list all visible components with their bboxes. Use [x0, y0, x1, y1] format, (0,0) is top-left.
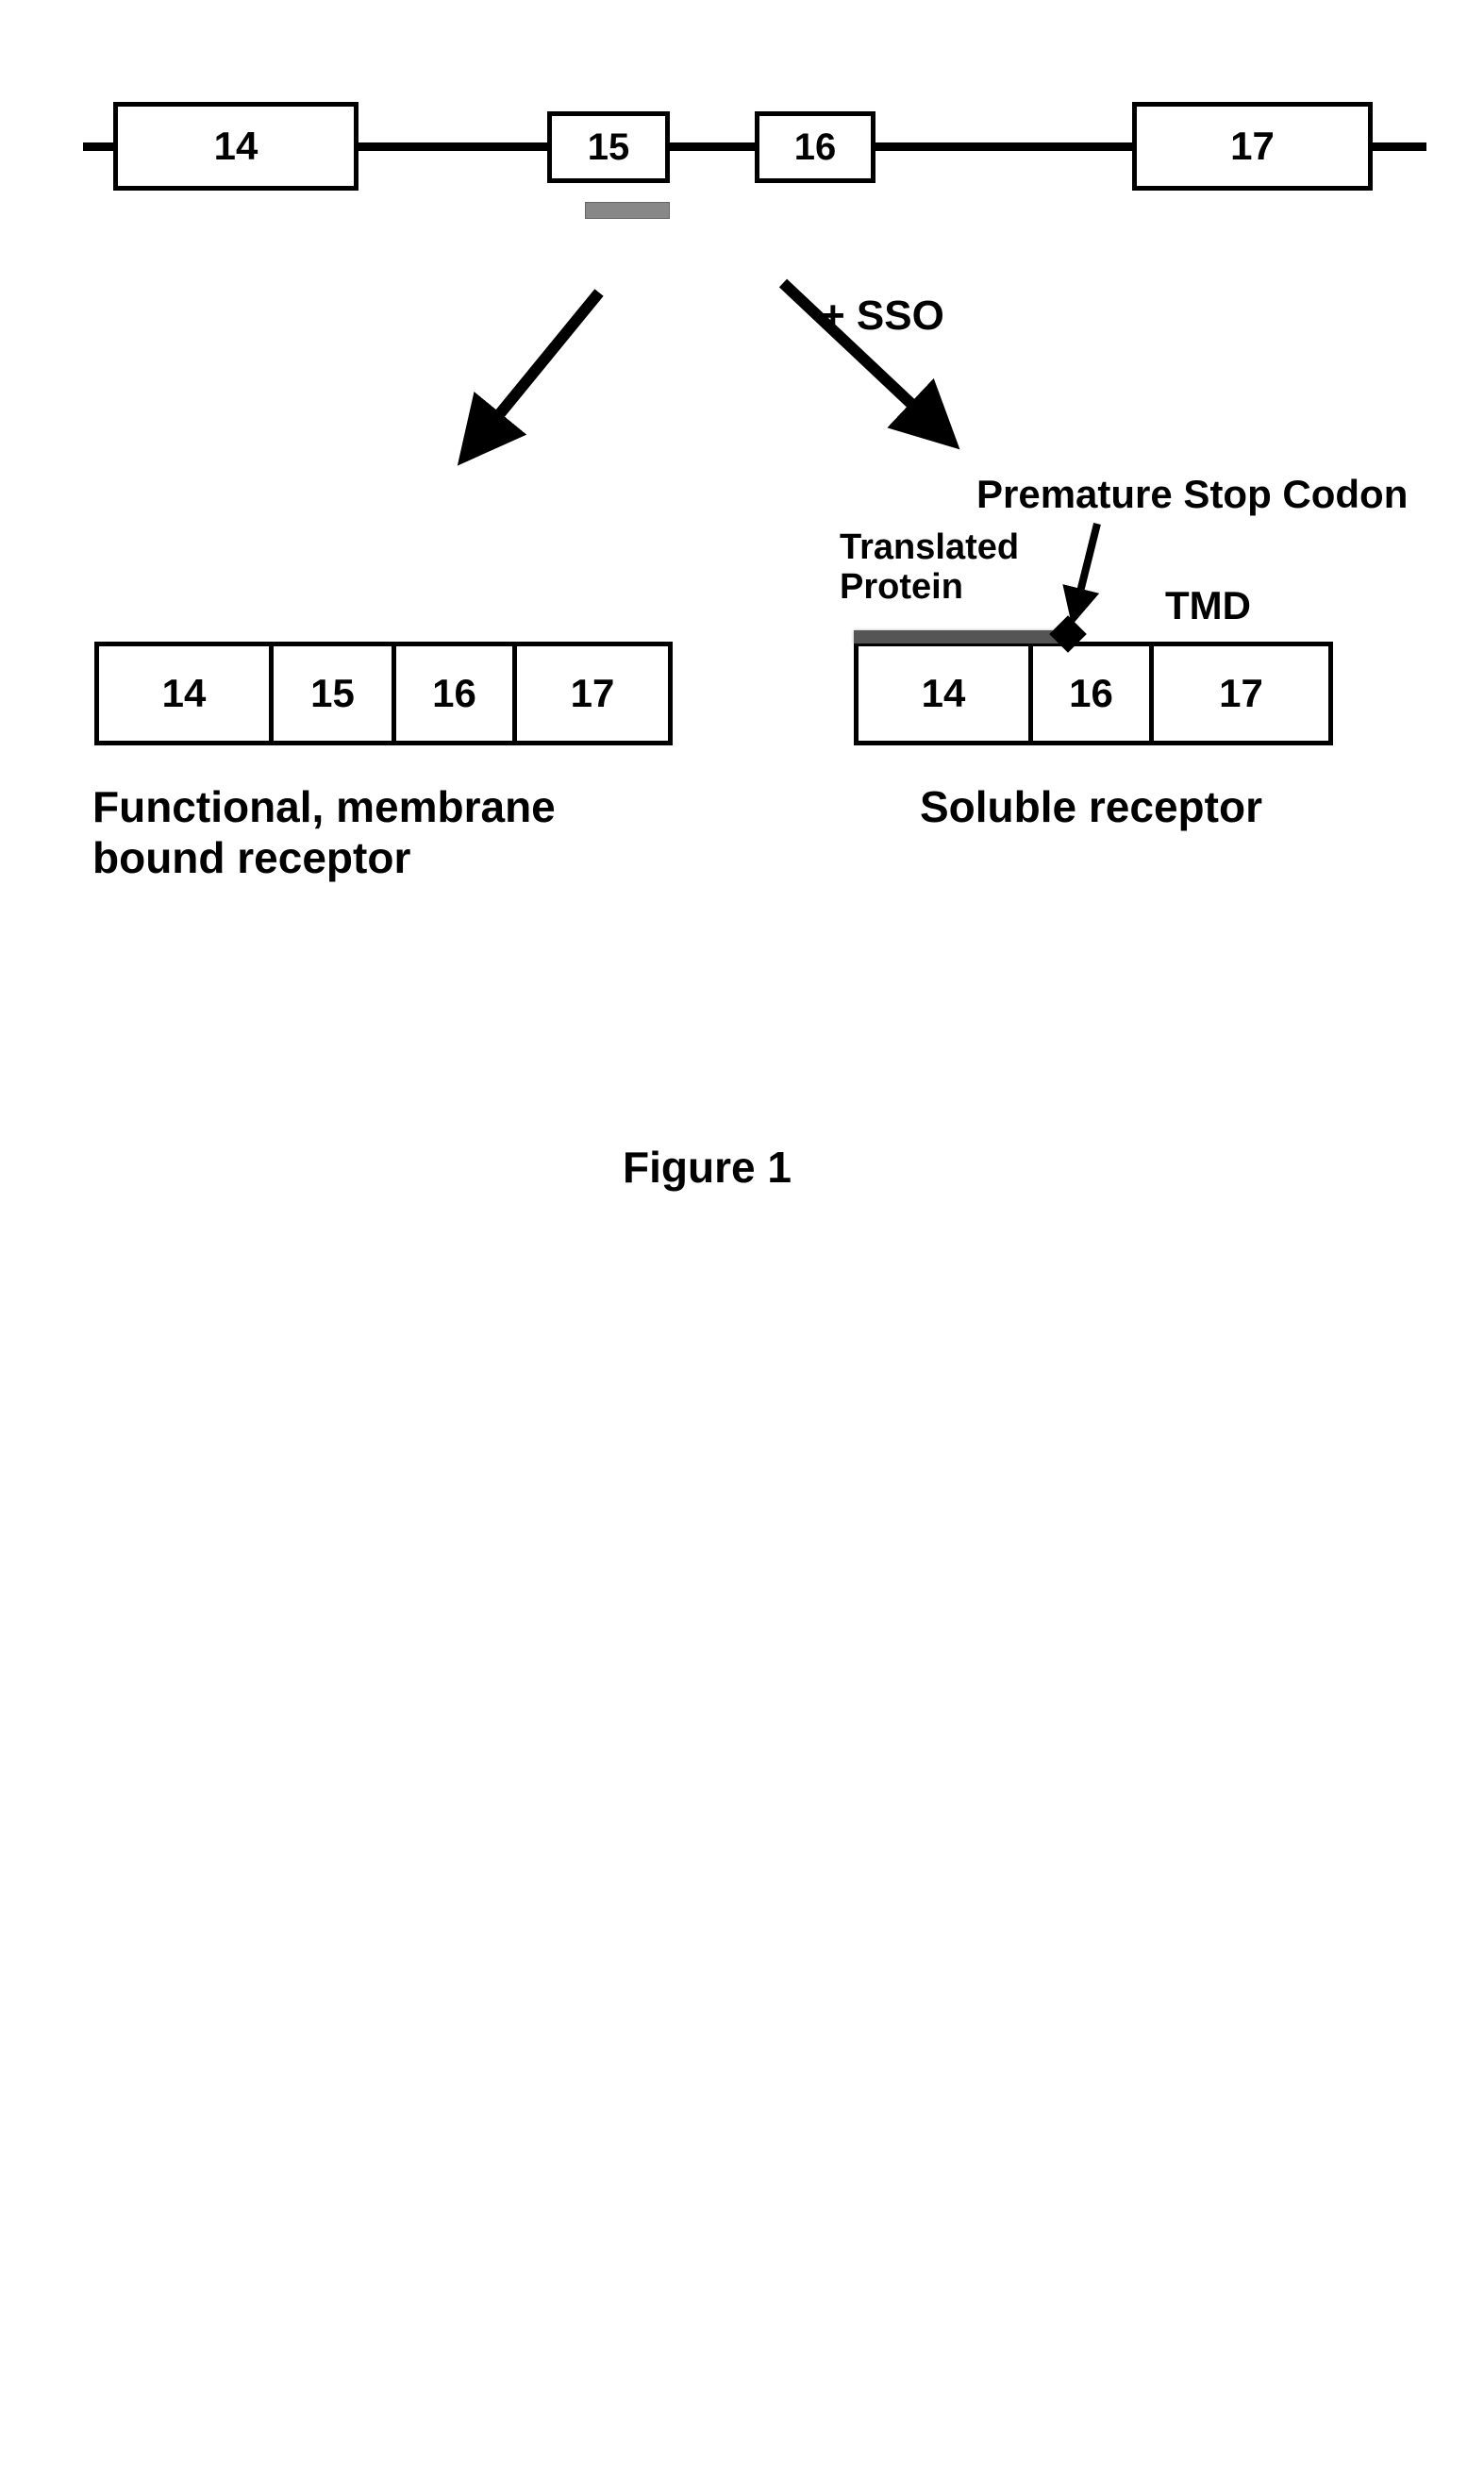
intron-line-3: [875, 142, 1132, 151]
sso-label: + SSO: [821, 293, 944, 340]
stop-codon-pointer: [0, 0, 1484, 2474]
exon-label: 16: [794, 126, 837, 169]
exon-label: 14: [922, 671, 966, 716]
exon-label: 14: [162, 671, 207, 716]
intron-line-start: [83, 142, 113, 151]
exon-label: 14: [214, 124, 258, 169]
right-exon-17: 17: [1149, 642, 1333, 745]
right-exon-14: 14: [854, 642, 1033, 745]
tmd-label: TMD: [1165, 583, 1251, 628]
premrna-exon-15: 15: [547, 111, 670, 183]
exon-label: 15: [310, 671, 355, 716]
arrow-left: [0, 0, 1484, 2474]
translated-protein-label: Translated Protein: [840, 528, 1019, 608]
left-exon-17: 17: [512, 642, 673, 745]
exon-label: 15: [588, 126, 630, 169]
intron-line-2: [670, 142, 755, 151]
exon-label: 17: [1230, 124, 1275, 169]
right-caption: Soluble receptor: [920, 781, 1262, 832]
exon-label: 17: [1219, 671, 1263, 716]
left-exon-14: 14: [94, 642, 274, 745]
exon-label: 16: [1069, 671, 1113, 716]
translated-protein-bar: [854, 630, 1066, 644]
exon-label: 16: [432, 671, 476, 716]
premrna-exon-17: 17: [1132, 102, 1373, 191]
intron-line-end: [1373, 142, 1426, 151]
left-exon-15: 15: [269, 642, 396, 745]
exon-label: 17: [571, 671, 615, 716]
left-exon-16: 16: [392, 642, 517, 745]
premrna-exon-14: 14: [113, 102, 358, 191]
intron-line-1: [358, 142, 547, 151]
premrna-exon-16: 16: [755, 111, 875, 183]
sso-oligo-bar: [585, 202, 670, 219]
stop-codon-label: Premature Stop Codon: [976, 472, 1408, 517]
left-caption: Functional, membrane bound receptor: [92, 781, 556, 883]
figure-caption: Figure 1: [623, 1142, 792, 1193]
right-exon-16: 16: [1028, 642, 1154, 745]
